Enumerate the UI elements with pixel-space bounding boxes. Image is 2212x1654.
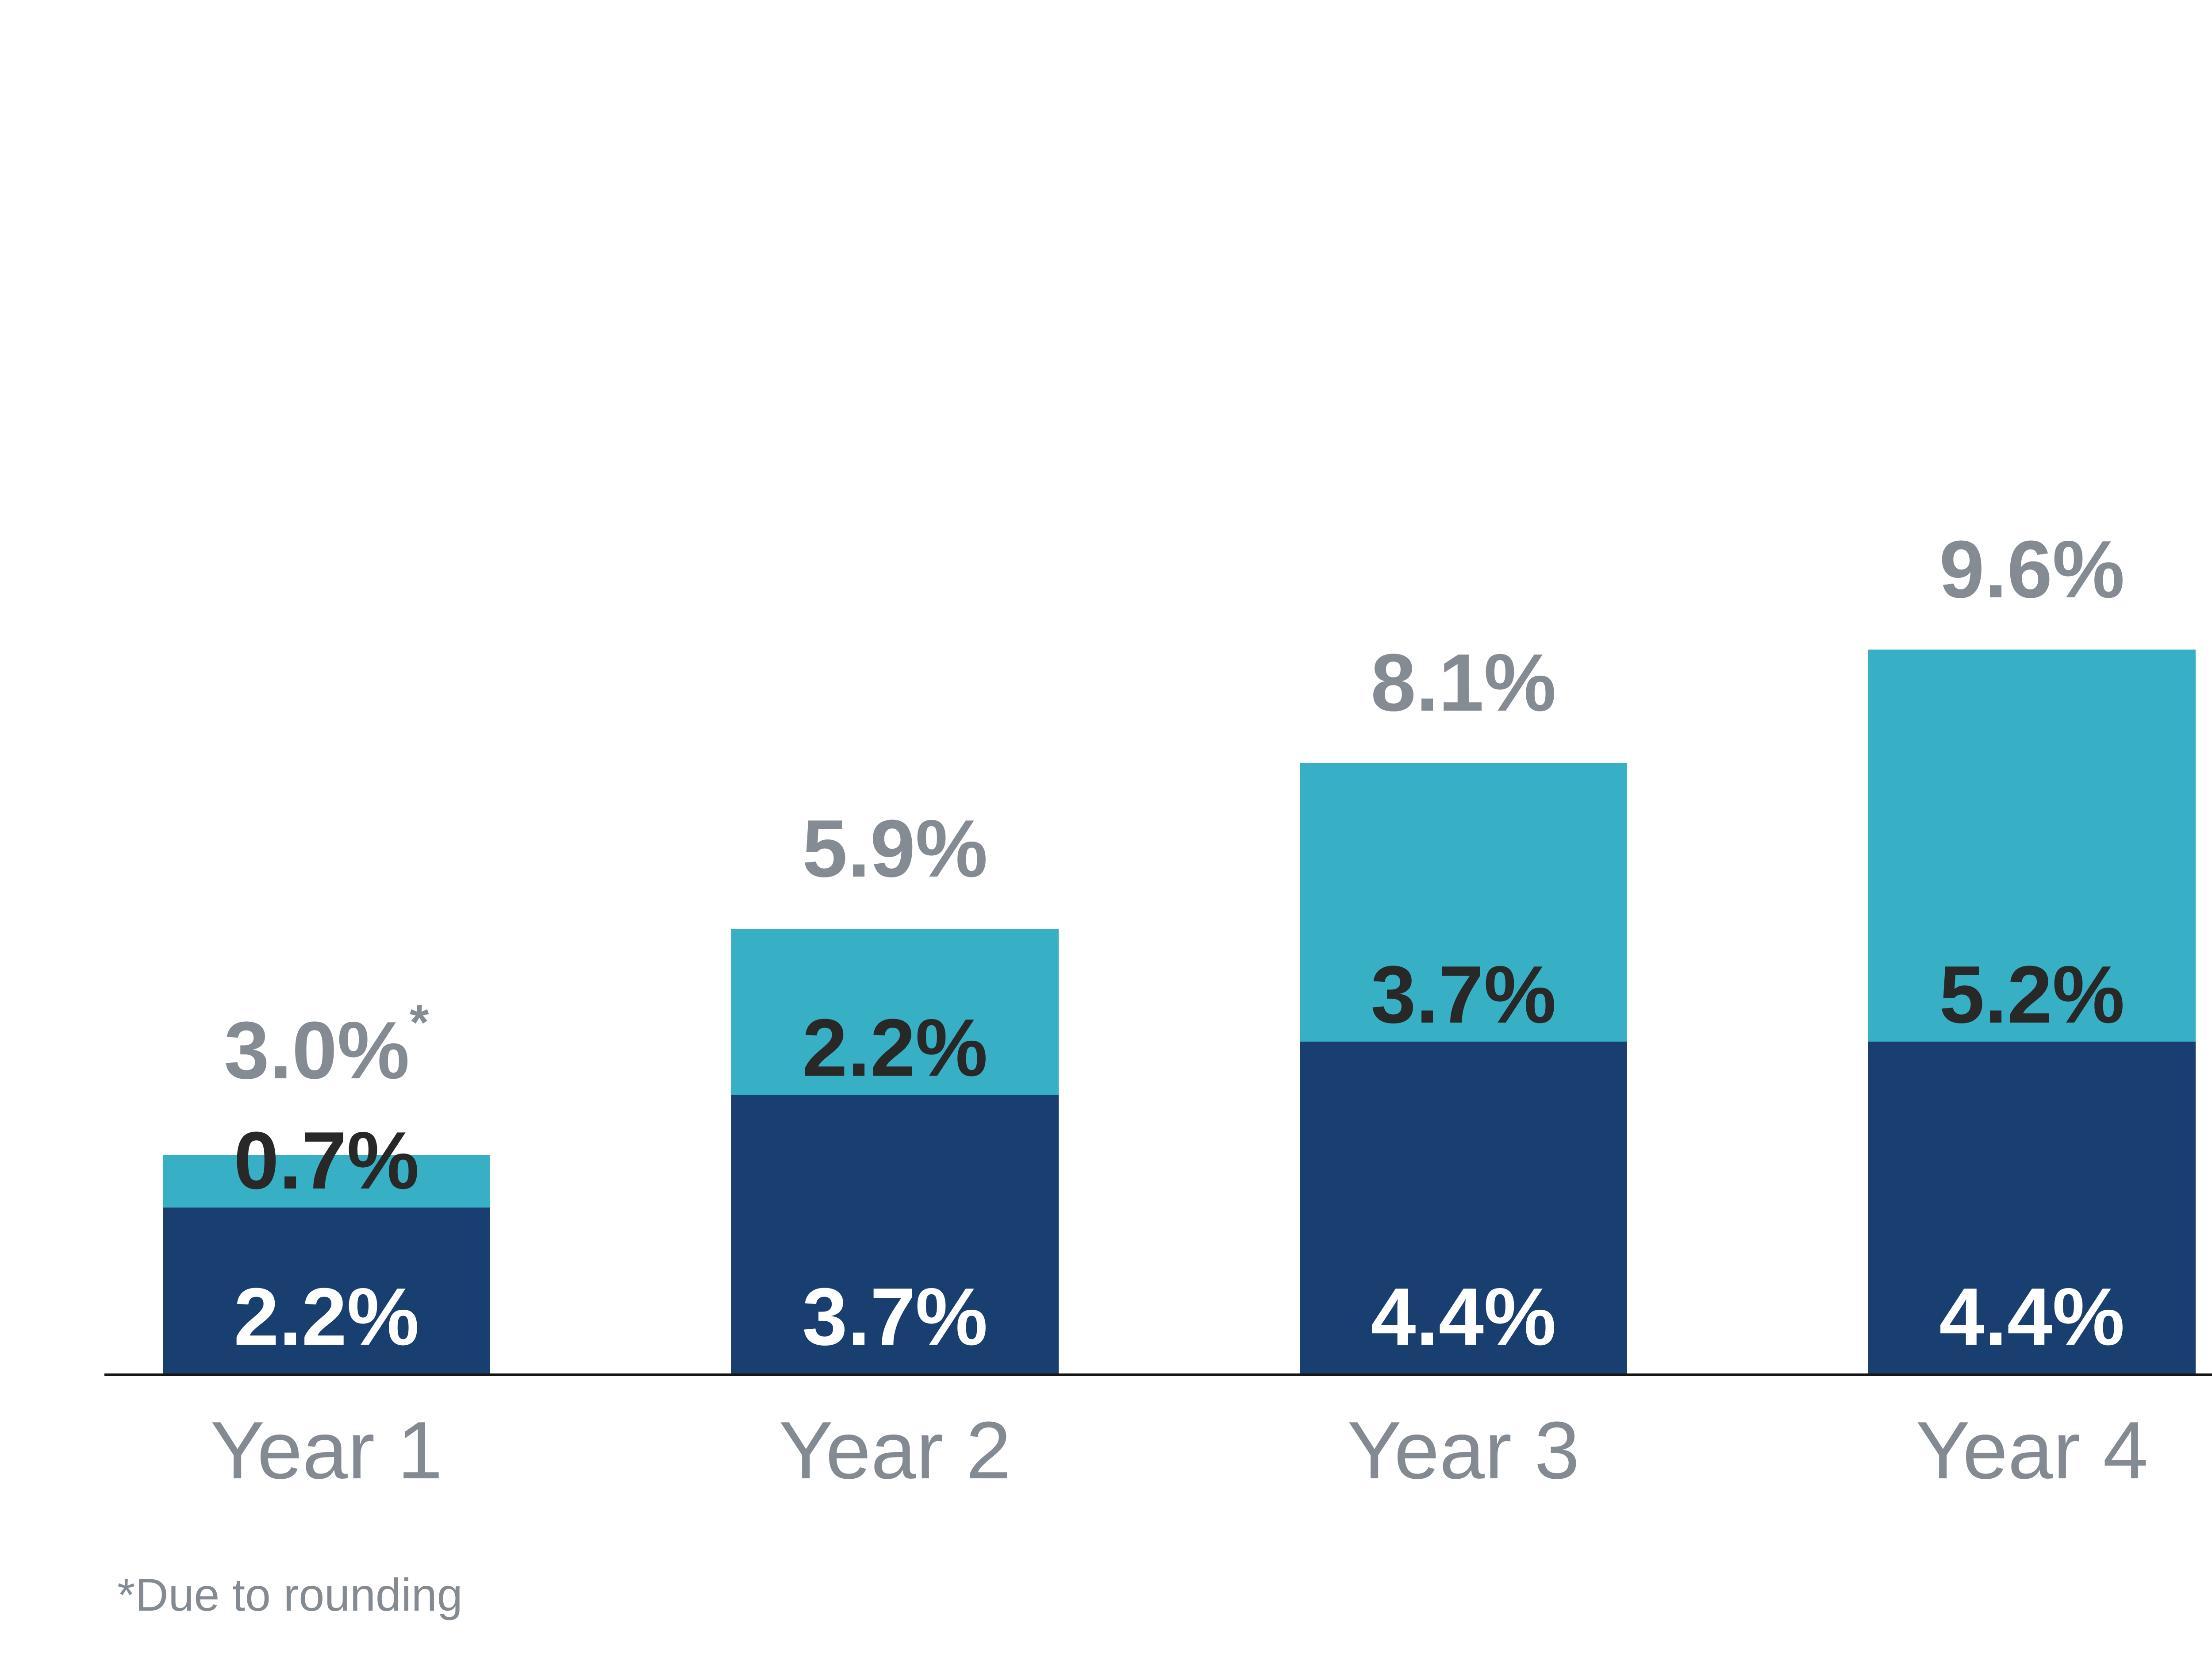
surgery-value-label: 3.7% [802,1271,988,1362]
rx-segment [731,929,1059,1095]
x-axis-category-label: Year 2 [779,1404,1011,1496]
bar-group: 5.9% 2.2% 3.7% Year 2 [731,0,1059,1654]
x-axis-line [104,1373,2212,1376]
surgery-segment [1300,1042,1627,1373]
rx-value-label: 2.2% [802,1002,988,1093]
x-axis-category-label: Year 3 [1347,1404,1580,1496]
bar-group: 8.1% 3.7% 4.4% Year 3 [1300,0,1627,1654]
rx-value-label: 3.7% [1371,949,1556,1040]
bar-total-label: 8.1% [1371,637,1556,728]
x-axis-category-label: Year 1 [210,1404,443,1496]
surgery-value-label: 2.2% [234,1271,419,1362]
bar-group: 3.0%* 0.7% 2.2% Year 1 [163,0,490,1654]
rx-segment [163,1155,490,1208]
rx-segment [1868,650,2196,1042]
bar-total-label: 5.9% [802,803,988,894]
surgery-value-label: 4.4% [1371,1271,1556,1362]
surgery-segment [731,1095,1059,1373]
rounding-footnote: *Due to rounding [117,1569,463,1621]
rx-segment [1300,763,1627,1042]
surgery-segment [163,1208,490,1373]
x-axis-category-label: Year 4 [1916,1404,2148,1496]
bar-total-label: 9.6% [1939,523,2125,615]
bar-total-label: 3.0%* [224,995,429,1096]
surgery-segment [1868,1042,2196,1373]
rx-value-label: 0.7% [234,1115,419,1206]
surgery-value-label: 4.4% [1939,1271,2125,1362]
bar-group: 9.6% 5.2% 4.4% Year 4 [1868,0,2196,1654]
rx-value-label: 5.2% [1939,949,2125,1040]
